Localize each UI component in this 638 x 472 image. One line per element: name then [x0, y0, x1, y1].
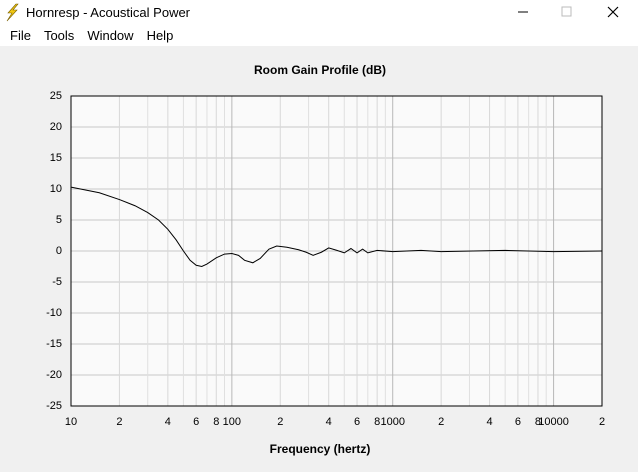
x-tick-label: 2: [116, 416, 122, 428]
x-tick-label: 4: [165, 416, 171, 428]
y-tick-label: 15: [50, 152, 62, 164]
x-tick-label: 2: [277, 416, 283, 428]
x-tick-label: 8: [374, 416, 380, 428]
x-tick-label: 2: [599, 416, 605, 428]
title-bar: Hornresp - Acoustical Power: [0, 0, 638, 24]
x-axis-label: Frequency (hertz): [270, 442, 371, 456]
y-tick-label: -20: [46, 369, 62, 381]
x-tick-label: 6: [515, 416, 521, 428]
close[interactable]: [607, 6, 619, 18]
y-tick-label: 0: [56, 245, 62, 257]
x-tick-label: 10: [65, 416, 77, 428]
y-tick-label: -10: [46, 307, 62, 319]
y-tick-label: -5: [52, 276, 62, 288]
x-tick-label: 4: [326, 416, 332, 428]
menu-item[interactable]: Window: [87, 27, 134, 43]
y-tick-label: 10: [50, 183, 62, 195]
window-controls[interactable]: [498, 0, 638, 24]
menu-item[interactable]: Help: [146, 27, 174, 43]
x-tick-label: 2: [438, 416, 444, 428]
chart-title: Room Gain Profile (dB): [254, 63, 386, 77]
y-tick-label: 20: [50, 121, 62, 133]
menu-item[interactable]: Tools: [43, 27, 75, 43]
menu-item[interactable]: File: [10, 27, 31, 43]
menu-bar: File Tools Window Help: [0, 24, 638, 46]
y-tick-label: -25: [46, 400, 62, 412]
x-tick-label: 100: [223, 416, 241, 428]
window-title: Hornresp - Acoustical Power: [26, 4, 191, 20]
x-tick-label: 8: [535, 416, 541, 428]
x-tick-label: 10000: [538, 416, 569, 428]
app-icon: [6, 3, 19, 22]
y-tick-label: -15: [46, 338, 62, 350]
y-tick-label: 5: [56, 214, 62, 226]
data-line: [70, 186, 603, 268]
x-tick-label: 1000: [380, 416, 404, 428]
x-tick-label: 6: [193, 416, 199, 428]
x-tick-label: 8: [213, 416, 219, 428]
x-tick-label: 4: [487, 416, 493, 428]
x-tick-label: 6: [354, 416, 360, 428]
y-tick-label: 25: [50, 90, 62, 102]
maximize[interactable]: [561, 6, 572, 17]
chart: Room Gain Profile (dB) Frequency (hertz)…: [46, 63, 605, 456]
